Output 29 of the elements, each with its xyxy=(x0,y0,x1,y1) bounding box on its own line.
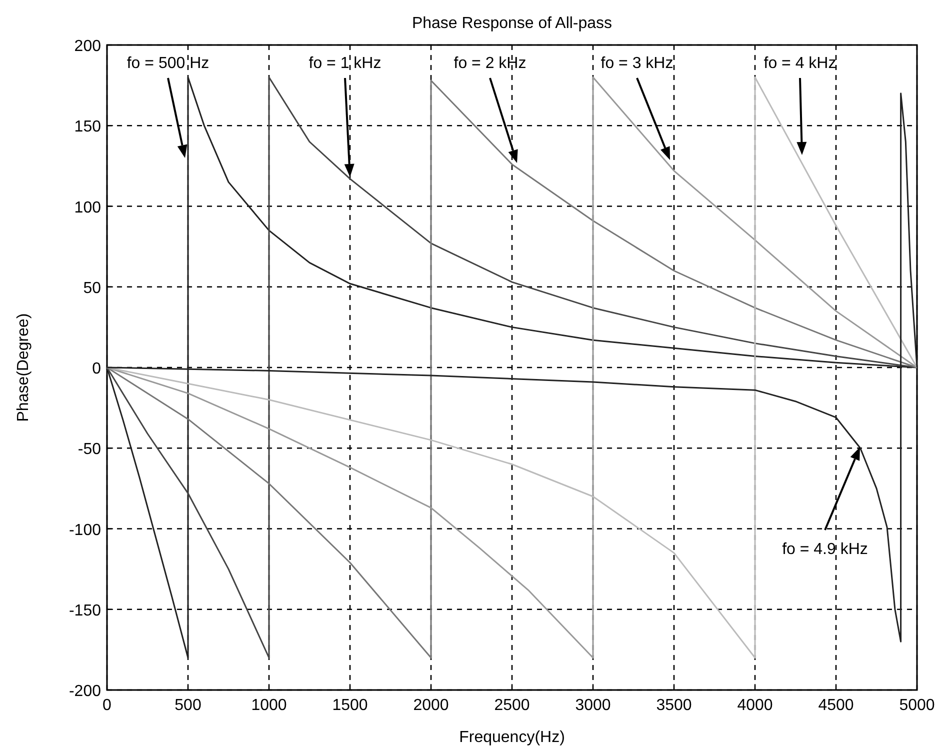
x-tick-label: 4000 xyxy=(737,697,773,714)
chart-title: Phase Response of All-pass xyxy=(412,15,612,32)
x-axis-title: Frequency(Hz) xyxy=(459,729,565,746)
x-tick-label: 4500 xyxy=(818,697,854,714)
x-tick-label: 2000 xyxy=(413,697,449,714)
x-tick-label: 5000 xyxy=(899,697,935,714)
y-tick-label: -200 xyxy=(68,683,102,700)
y-tick-label: 50 xyxy=(83,280,102,297)
x-tick-label: 500 xyxy=(174,697,202,714)
y-axis-title: Phase(Degree) xyxy=(15,313,32,422)
y-tick-label: 100 xyxy=(74,199,102,216)
annotation: fo = 1 kHz xyxy=(308,55,382,72)
annotation: fo = 2 kHz xyxy=(454,55,526,72)
y-tick-label: 0 xyxy=(92,360,102,378)
x-tick-label: 0 xyxy=(102,697,112,714)
x-tick-label: 3500 xyxy=(656,697,692,714)
annotation: fo = 500 Hz xyxy=(126,55,210,72)
y-tick-label: -150 xyxy=(68,602,102,620)
annotation: fo = 4 kHz xyxy=(764,55,836,72)
x-tick-label: 2500 xyxy=(494,697,530,714)
y-tick-label: 150 xyxy=(74,118,102,136)
y-tick-label: 200 xyxy=(74,38,102,55)
annotation: fo = 3 kHz xyxy=(600,55,674,72)
y-tick-label: -50 xyxy=(78,441,102,458)
x-tick-label: 3000 xyxy=(575,697,611,714)
x-tick-label: 1500 xyxy=(332,697,368,714)
x-tick-label: 1000 xyxy=(251,697,287,714)
annotation: fo = 4.9 kHz xyxy=(782,541,868,558)
y-tick-label: -100 xyxy=(68,522,102,539)
